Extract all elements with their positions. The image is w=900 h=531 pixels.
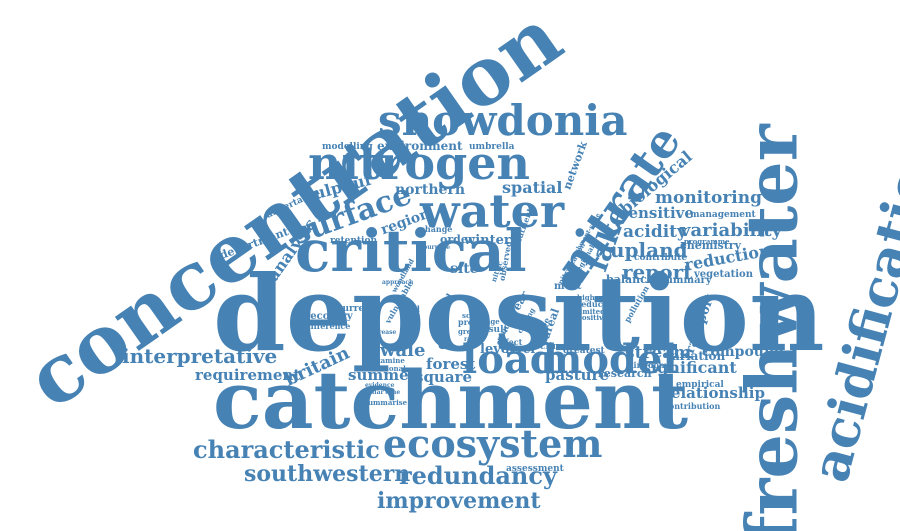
word-approach: approach bbox=[382, 279, 414, 286]
word-environment: environment bbox=[377, 139, 463, 153]
word-result: result bbox=[478, 325, 508, 335]
word-pasture: pasture bbox=[545, 366, 609, 384]
word-variability: variability bbox=[680, 220, 782, 241]
word-retention: retention bbox=[330, 236, 378, 246]
word-recovery: recovery bbox=[305, 311, 353, 322]
word-interpretative: interpretative bbox=[122, 344, 278, 368]
word-characteristic: characteristic bbox=[193, 435, 380, 464]
word-catchment: catchment bbox=[213, 353, 689, 447]
word-level-2: level bbox=[395, 344, 411, 351]
word-contribution: contribution bbox=[664, 401, 721, 411]
word-difference: difference bbox=[305, 321, 351, 331]
word-snowdonia: snowdonia bbox=[378, 96, 628, 145]
word-water: water bbox=[420, 184, 565, 238]
word-effect: effect bbox=[497, 337, 523, 347]
word-summarise: summarise bbox=[364, 398, 408, 407]
word-wale: wale bbox=[380, 340, 426, 361]
word-research: research bbox=[598, 367, 652, 380]
word-redundancy: redundancy bbox=[399, 461, 557, 490]
word-evidence: evidence bbox=[365, 382, 395, 389]
word-project: project bbox=[458, 317, 490, 327]
word-report: report bbox=[622, 260, 693, 284]
word-modelling: modelling bbox=[322, 142, 373, 152]
word-freshwater: freshwater bbox=[730, 124, 814, 531]
word-critical: critical bbox=[295, 217, 527, 285]
word-chemistry: chemistry bbox=[680, 239, 741, 252]
word-soil: soil bbox=[404, 304, 420, 314]
word-current: current bbox=[337, 304, 375, 314]
word-ecosystem: ecosystem bbox=[383, 421, 603, 466]
word-requirement: requirement bbox=[195, 366, 301, 384]
word-balance: balance bbox=[606, 273, 654, 286]
word-upland: upland bbox=[610, 238, 688, 262]
word-similar: similar bbox=[360, 389, 384, 396]
word-monitoring: monitoring bbox=[655, 188, 762, 208]
word-acidity: acidity bbox=[623, 222, 687, 242]
word-management: management bbox=[690, 210, 756, 220]
word-assessment: assessment bbox=[506, 464, 564, 474]
word-improvement: improvement bbox=[377, 488, 541, 514]
word-seasonal: seasonal bbox=[372, 364, 406, 373]
word-northern: northern bbox=[395, 182, 465, 198]
word-square: square bbox=[415, 368, 473, 386]
word-deposition: deposition bbox=[213, 252, 825, 375]
word-empirical: empirical bbox=[676, 380, 724, 390]
word-forest: forest bbox=[426, 355, 476, 373]
word-site: site bbox=[450, 261, 479, 277]
word-limited: limited bbox=[577, 307, 605, 316]
word-programme: programme bbox=[684, 237, 730, 246]
word-kingdom: kingdom bbox=[628, 360, 668, 370]
word-examine: examine bbox=[372, 356, 405, 365]
word-load: load bbox=[462, 336, 558, 383]
word-time: time bbox=[385, 389, 401, 396]
word-summer: summer bbox=[348, 366, 417, 384]
word-increase: increase bbox=[368, 329, 397, 336]
word-climatic: climatic bbox=[540, 342, 581, 352]
word-spatial: spatial bbox=[502, 178, 563, 197]
word-order: order bbox=[440, 233, 474, 246]
word-sensitive: sensitive bbox=[620, 204, 694, 222]
word-higher: higher bbox=[577, 293, 603, 302]
word-contribute: contribute bbox=[634, 253, 688, 263]
word-purpose: purpose bbox=[423, 244, 451, 251]
word-greatest: greatest bbox=[563, 346, 605, 356]
word-umbrella: umbrella bbox=[469, 142, 515, 152]
word-summary: summary bbox=[660, 275, 712, 286]
word-model: model bbox=[540, 336, 678, 383]
word-scale: scale bbox=[462, 311, 482, 320]
word-significant: significant bbox=[642, 358, 737, 377]
word-most: most bbox=[554, 281, 582, 292]
word-southwestern: southwestern bbox=[244, 461, 411, 487]
word-greater: greater bbox=[458, 327, 487, 336]
word-level: level bbox=[480, 342, 514, 357]
word-compound: compound bbox=[702, 344, 784, 360]
word-relationship: relationship bbox=[663, 384, 765, 402]
word-positive: positive bbox=[577, 313, 608, 322]
word-change: change bbox=[420, 224, 453, 234]
word-vegetation: vegetation bbox=[694, 269, 753, 280]
word-reduce: reduce bbox=[577, 299, 608, 309]
word-range: range bbox=[477, 317, 500, 326]
word-variation: variation bbox=[665, 349, 726, 363]
word-stream: stream bbox=[625, 343, 692, 363]
word-nitrogen: nitrogen bbox=[308, 136, 530, 190]
word-winter: winter bbox=[464, 233, 511, 248]
word-river: river bbox=[505, 342, 537, 356]
word-network: network bbox=[560, 139, 590, 192]
word-rate: rate bbox=[464, 336, 478, 343]
